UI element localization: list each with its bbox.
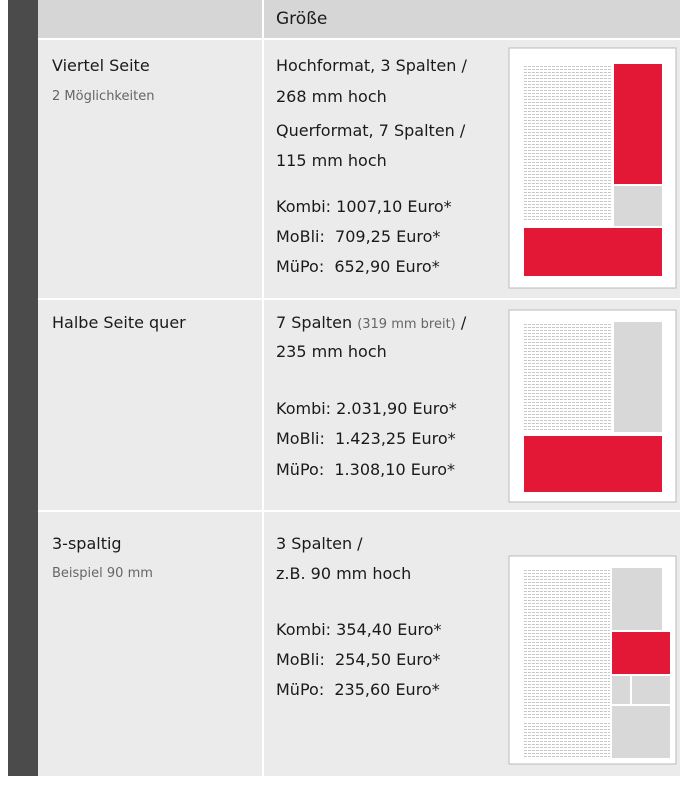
format: 268 mm hoch <box>276 87 387 106</box>
format: Querformat, 7 Spalten / <box>276 121 466 140</box>
format-part: / <box>460 313 467 332</box>
format: 115 mm hoch <box>276 151 387 170</box>
thumb-3 <box>508 555 677 765</box>
format: 7 Spalten (319 mm breit) / <box>276 313 466 335</box>
format: 3 Spalten / <box>276 534 363 553</box>
price: MoBli: 1.423,25 Euro* <box>276 429 456 448</box>
row-name: 3-spaltig <box>52 534 122 553</box>
row-name: Halbe Seite quer <box>52 313 186 332</box>
format-part: (319 mm breit) <box>357 317 456 332</box>
format: 235 mm hoch <box>276 342 387 361</box>
row-note: Beispiel 90 mm <box>52 566 153 581</box>
row-name: Viertel Seite <box>52 56 150 75</box>
format: Hochformat, 3 Spalten / <box>276 56 467 75</box>
price: MoBli: 709,25 Euro* <box>276 227 441 246</box>
side-strip <box>8 0 38 776</box>
row-note: 2 Möglichkeiten <box>52 89 155 104</box>
header-title: Größe <box>276 9 328 29</box>
divider <box>262 0 264 776</box>
header-row <box>38 0 680 38</box>
price: MüPo: 235,60 Euro* <box>276 680 440 699</box>
price: Kombi: 1007,10 Euro* <box>276 197 452 216</box>
price: Kombi: 2.031,90 Euro* <box>276 399 457 418</box>
format: z.B. 90 mm hoch <box>276 564 412 583</box>
format-part: 7 Spalten <box>276 313 353 332</box>
price: MüPo: 1.308,10 Euro* <box>276 460 455 479</box>
price: MüPo: 652,90 Euro* <box>276 257 440 276</box>
price: Kombi: 354,40 Euro* <box>276 620 442 639</box>
thumb-2 <box>508 309 677 503</box>
price: MoBli: 254,50 Euro* <box>276 650 441 669</box>
thumb-1 <box>508 47 677 289</box>
